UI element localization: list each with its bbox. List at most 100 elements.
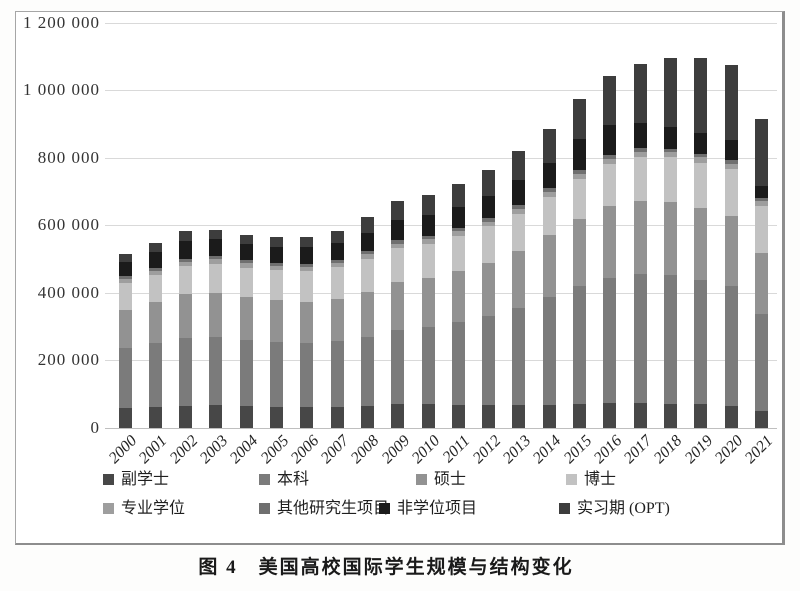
bar-segment-2009-非学位项目 xyxy=(391,220,405,241)
bar-2008 xyxy=(360,217,374,428)
bar-segment-2021-实习期 (OPT) xyxy=(754,119,768,187)
bar-segment-2000-实习期 (OPT) xyxy=(118,254,132,262)
gridline-y xyxy=(105,360,777,362)
legend-item-副学士: 副学士 xyxy=(103,471,169,488)
bar-segment-2014-博士 xyxy=(542,196,556,236)
legend-swatch-icon xyxy=(379,503,390,514)
bar-segment-2021-专业学位 xyxy=(754,201,768,207)
bar-segment-2015-本科 xyxy=(573,285,586,405)
bar-segment-2003-副学士 xyxy=(209,405,223,428)
bar-segment-2002-非学位项目 xyxy=(179,240,193,259)
bar-segment-2010-非学位项目 xyxy=(421,215,435,236)
bar-segment-2020-博士 xyxy=(724,168,738,216)
bar-segment-2020-硕士 xyxy=(724,215,738,286)
bar-segment-2019-非学位项目 xyxy=(694,132,708,154)
bar-segment-2016-博士 xyxy=(603,163,617,206)
bar-segment-2006-博士 xyxy=(300,270,314,302)
bar-segment-2018-硕士 xyxy=(663,202,677,276)
bar-2006 xyxy=(300,237,314,428)
bar-segment-2002-实习期 (OPT) xyxy=(179,231,193,241)
bar-segment-2006-本科 xyxy=(300,342,314,408)
bar-2015 xyxy=(573,98,586,428)
bar-segment-2002-其他研究生项目 xyxy=(179,258,193,262)
legend-label: 博士 xyxy=(584,471,617,488)
bar-segment-2005-副学士 xyxy=(270,406,283,428)
gridline-y xyxy=(105,157,777,159)
legend-swatch-icon xyxy=(259,474,270,485)
bar-segment-2020-非学位项目 xyxy=(724,139,738,161)
chart-frame: 0 200 000 400 000 600 000 800 000 1 000 000 1 … xyxy=(15,11,785,545)
bar-segment-2017-专业学位 xyxy=(633,152,647,158)
bar-segment-2008-副学士 xyxy=(360,405,374,428)
bar-segment-2005-实习期 (OPT) xyxy=(270,237,283,247)
y-axis-tick-label: 800 000 xyxy=(37,147,100,167)
bar-segment-2014-其他研究生项目 xyxy=(542,188,556,192)
bar-segment-2021-本科 xyxy=(754,313,768,411)
bar-segment-2000-专业学位 xyxy=(118,279,132,284)
bar-segment-2019-硕士 xyxy=(694,208,708,281)
bar-segment-2001-实习期 (OPT) xyxy=(148,242,162,252)
bar-segment-2003-专业学位 xyxy=(209,259,223,264)
bar-2016 xyxy=(603,75,617,428)
legend-label: 非学位项目 xyxy=(397,500,478,517)
bar-segment-2015-非学位项目 xyxy=(573,139,586,170)
bar-segment-2018-实习期 (OPT) xyxy=(663,58,677,127)
bar-segment-2006-副学士 xyxy=(300,407,314,428)
bar-segment-2018-非学位项目 xyxy=(663,127,677,149)
bar-segment-2005-非学位项目 xyxy=(270,246,283,263)
y-axis-tick-label: 200 000 xyxy=(37,350,100,370)
bar-segment-2005-其他研究生项目 xyxy=(270,262,283,266)
bar-segment-2009-博士 xyxy=(391,248,405,283)
bar-segment-2008-非学位项目 xyxy=(360,232,374,252)
bar-segment-2015-实习期 (OPT) xyxy=(573,98,586,140)
bar-segment-2003-其他研究生项目 xyxy=(209,256,223,260)
bar-segment-2021-其他研究生项目 xyxy=(754,198,768,202)
bar-segment-2006-非学位项目 xyxy=(300,247,314,264)
bar-segment-2015-专业学位 xyxy=(573,173,586,179)
legend-swatch-icon xyxy=(259,503,270,514)
bar-segment-2008-硕士 xyxy=(360,291,374,337)
legend-item-非学位项目: 非学位项目 xyxy=(379,500,477,517)
bar-segment-2019-实习期 (OPT) xyxy=(694,58,708,133)
gridline-y xyxy=(105,292,777,294)
bar-segment-2000-硕士 xyxy=(118,309,132,348)
bar-segment-2010-副学士 xyxy=(421,404,435,428)
legend-item-博士: 博士 xyxy=(566,471,616,488)
bar-segment-2016-实习期 (OPT) xyxy=(603,75,617,126)
bar-segment-2009-其他研究生项目 xyxy=(391,240,405,244)
bar-segment-2000-本科 xyxy=(118,347,132,409)
bar-segment-2011-博士 xyxy=(451,236,465,272)
legend-label: 硕士 xyxy=(434,471,467,488)
bar-2011 xyxy=(451,183,465,428)
bar-segment-2008-本科 xyxy=(360,336,374,406)
bar-segment-2015-副学士 xyxy=(573,404,586,428)
legend-swatch-icon xyxy=(103,474,114,485)
bar-segment-2016-硕士 xyxy=(603,205,617,278)
bar-segment-2021-硕士 xyxy=(754,252,768,314)
bar-segment-2005-专业学位 xyxy=(270,265,283,271)
bar-segment-2008-专业学位 xyxy=(360,254,374,260)
legend-label: 专业学位 xyxy=(121,500,186,517)
bar-segment-2007-实习期 (OPT) xyxy=(330,231,344,243)
bar-segment-2017-实习期 (OPT) xyxy=(633,63,647,124)
y-axis-tick-label: 0 xyxy=(90,418,100,437)
bar-segment-2007-博士 xyxy=(330,267,344,299)
legend-label: 其他研究生项目 xyxy=(277,500,390,517)
bar-segment-2020-实习期 (OPT) xyxy=(724,64,738,140)
bar-segment-2003-非学位项目 xyxy=(209,239,223,257)
bar-segment-2004-本科 xyxy=(239,339,253,406)
bar-segment-2004-副学士 xyxy=(239,405,253,428)
legend-label: 实习期 (OPT) xyxy=(577,500,670,517)
bar-2003 xyxy=(209,230,223,428)
bar-segment-2010-实习期 (OPT) xyxy=(421,194,435,216)
bar-segment-2017-本科 xyxy=(633,274,647,404)
bar-segment-2013-博士 xyxy=(512,213,526,251)
bar-segment-2011-副学士 xyxy=(451,404,465,428)
bar-segment-2005-博士 xyxy=(270,270,283,301)
bar-segment-2007-非学位项目 xyxy=(330,242,344,260)
bar-segment-2020-副学士 xyxy=(724,406,738,428)
bar-segment-2002-博士 xyxy=(179,266,193,295)
bar-segment-2012-博士 xyxy=(482,226,496,263)
bar-2005 xyxy=(270,237,283,428)
